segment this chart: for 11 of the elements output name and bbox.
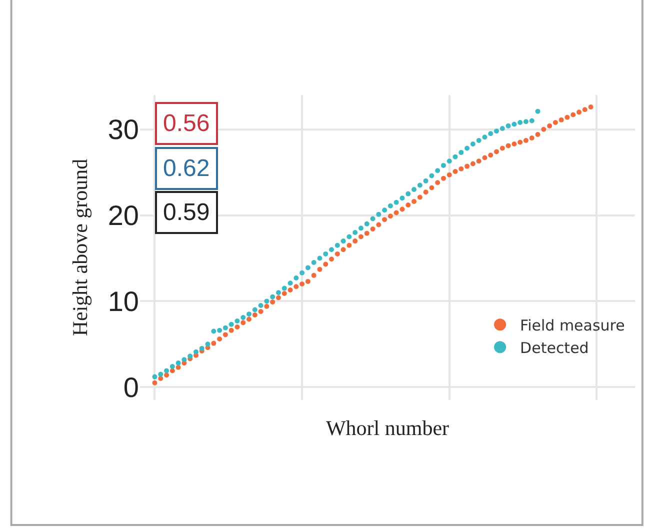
legend-label: Detected	[520, 339, 589, 357]
annotation: 0.59	[163, 199, 210, 226]
x-axis-title: Whorl number	[326, 416, 450, 440]
annotation: 0.62	[163, 155, 210, 182]
y-tick-label: 20	[108, 200, 139, 232]
annotation: 0.56	[163, 110, 210, 137]
y-tick-label: 10	[108, 286, 139, 317]
legend-label: Field measure	[520, 316, 625, 334]
y-tick-label: 30	[108, 114, 139, 146]
y-axis-title: Height above ground	[68, 158, 92, 336]
y-tick-label: 0	[123, 372, 139, 403]
